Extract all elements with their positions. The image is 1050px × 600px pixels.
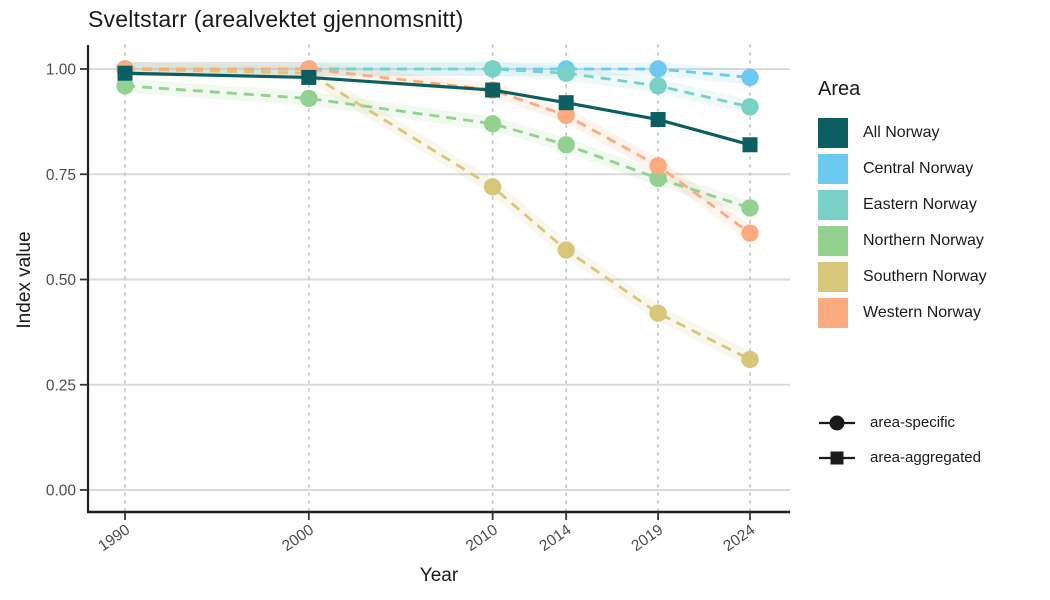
circle-key-icon [819, 415, 855, 430]
legend: Area All Norway Central Norway Eastern Nor… [818, 78, 1048, 475]
point-northern-norway-2010 [483, 115, 502, 133]
y-tick-label: 1.00 [46, 62, 77, 79]
legend-label: Central Norway [863, 160, 974, 177]
point-all-norway-2024 [742, 137, 758, 153]
x-tick-label: 2019 [628, 521, 666, 555]
legend-item-eastern-norway: Eastern Norway [818, 187, 1048, 223]
point-western-norway-2024 [741, 224, 759, 242]
point-all-norway-2014 [558, 95, 574, 111]
point-all-norway-2010 [485, 82, 501, 98]
x-tick-label: 2010 [463, 521, 501, 555]
legend-label: Southern Norway [863, 268, 987, 285]
y-tick-label: 0.25 [46, 377, 76, 394]
legend-swatch-southern-norway [818, 262, 848, 292]
point-northern-norway-2019 [649, 169, 667, 188]
point-southern-norway-2014 [557, 241, 575, 259]
point-northern-norway-2014 [557, 136, 575, 154]
point-all-norway-2000 [301, 69, 317, 85]
x-tick-label: 2014 [536, 521, 574, 555]
line-northern-norway [124, 84, 751, 210]
y-tick-label: 0.75 [46, 167, 76, 184]
x-tick-label: 2000 [279, 521, 317, 555]
point-eastern-norway-2014 [557, 64, 575, 82]
legend-label: All Norway [863, 124, 940, 141]
chart-title: Sveltstarr (arealvektet gjennomsnitt) [88, 6, 464, 32]
point-southern-norway-2024 [741, 350, 759, 369]
y-tick-label: 0.50 [46, 272, 77, 289]
legend-title: Area [818, 78, 861, 100]
square-key-icon [819, 451, 855, 464]
point-northern-norway-1990 [116, 77, 134, 95]
line-western-norway [125, 67, 751, 235]
y-axis-title: Index value [14, 231, 35, 329]
shape-legend-label: area-specific [870, 414, 956, 431]
legend-item-central-norway: Central Norway [818, 151, 1048, 187]
legend-item-western-norway: Western Norway [818, 295, 1048, 331]
x-tick-label: 1990 [95, 521, 133, 555]
point-central-norway-2019 [649, 60, 667, 78]
legend-label: Western Norway [863, 304, 981, 321]
x-tick-label: 2024 [720, 521, 758, 555]
point-eastern-norway-2010 [483, 60, 502, 78]
shape-legend-item-area-specific: area-specific [818, 405, 1048, 440]
shape-legend-item-area-aggregated: area-aggregated [818, 440, 1048, 475]
x-axis-title: Year [419, 565, 459, 586]
legend-entries: All Norway Central Norway Eastern Norway No… [818, 115, 1048, 331]
point-southern-norway-2019 [649, 304, 667, 322]
point-western-norway-2019 [649, 157, 667, 175]
point-central-norway-2024 [741, 68, 759, 87]
line-all-norway [124, 71, 751, 147]
line-southern-norway [124, 67, 751, 361]
legend-swatch-all-norway [818, 118, 848, 148]
y-tick-label: 0.00 [46, 483, 77, 500]
point-all-norway-2019 [650, 112, 666, 128]
legend-label: Northern Norway [863, 232, 984, 249]
point-eastern-norway-2019 [649, 77, 667, 95]
point-northern-norway-2000 [300, 89, 318, 108]
legend-swatch-eastern-norway [818, 190, 848, 220]
legend-item-northern-norway: Northern Norway [818, 223, 1048, 259]
legend-item-southern-norway: Southern Norway [818, 259, 1048, 295]
point-western-norway-2014 [557, 106, 575, 125]
shape-legend-label: area-aggregated [870, 449, 981, 466]
point-all-norway-1990 [117, 65, 133, 81]
legend-item-all-norway: All Norway [818, 115, 1048, 151]
point-eastern-norway-2024 [741, 98, 759, 116]
legend-swatch-central-norway [818, 154, 848, 184]
point-northern-norway-2024 [741, 199, 759, 217]
shape-legend: area-specific area-aggregated [818, 405, 1048, 475]
legend-swatch-western-norway [818, 298, 848, 328]
point-southern-norway-2010 [483, 178, 502, 196]
legend-swatch-northern-norway [818, 226, 848, 256]
legend-label: Eastern Norway [863, 196, 977, 213]
